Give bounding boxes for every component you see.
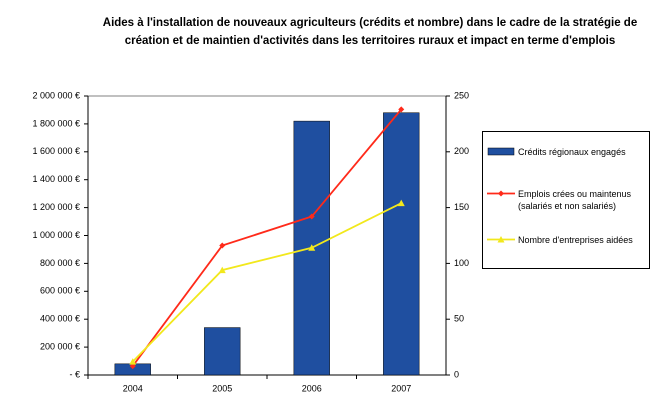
point: [398, 106, 405, 113]
y-tick-label: 1 400 000 €: [32, 174, 80, 184]
y2-tick-label: 250: [454, 90, 469, 100]
y-tick-label: 1 800 000 €: [32, 118, 80, 128]
legend-label: Crédits régionaux engagés: [518, 147, 626, 157]
legend-item: Crédits régionaux engagés: [487, 146, 649, 158]
legend-swatch: [487, 236, 515, 243]
line: [132, 108, 402, 367]
y2-tick-label: 50: [454, 314, 464, 324]
y2-tick-label: 150: [454, 202, 469, 212]
y2-tick-label: 100: [454, 258, 469, 268]
point: [397, 199, 405, 207]
legend-swatch: [487, 190, 515, 197]
point: [219, 242, 226, 249]
legend-swatch: [487, 147, 515, 156]
y2-tick-label: 0: [454, 369, 459, 379]
bar: [204, 327, 241, 376]
legend-marker: [497, 236, 505, 243]
x-tick-label: 2004: [123, 383, 143, 393]
legend-marker: [498, 190, 504, 197]
legend-label: Emplois crées ou maintenus (salariés et …: [518, 189, 632, 211]
y-tick-label: 800 000 €: [40, 258, 80, 268]
y-tick-label: 1 200 000 €: [32, 202, 80, 212]
y-tick-label: 1 600 000 €: [32, 146, 80, 156]
x-tick-label: 2007: [391, 383, 411, 393]
x-tick-label: 2005: [212, 383, 232, 393]
y-tick-label: 1 000 000 €: [32, 230, 80, 240]
y2-tick-label: 200: [454, 146, 469, 156]
y-tick-label: 200 000 €: [40, 341, 80, 351]
legend: Crédits régionaux engagés Emplois crées o…: [482, 131, 650, 269]
y-tick-label: 600 000 €: [40, 286, 80, 296]
point: [129, 358, 137, 365]
legend-label: Nombre d'entreprises aidées: [518, 235, 633, 245]
y-tick-label: 400 000 €: [40, 314, 80, 324]
legend-item: Nombre d'entreprises aidées: [487, 234, 649, 246]
point: [308, 244, 316, 251]
y-tick-label: - €: [69, 369, 80, 379]
point: [308, 213, 315, 220]
x-tick-label: 2006: [302, 383, 322, 393]
legend-item: Emplois crées ou maintenus (salariés et …: [487, 188, 649, 212]
y-tick-label: 2 000 000 €: [32, 90, 80, 100]
point: [218, 266, 226, 274]
chart-title: Aides à l'installation de nouveaux agric…: [102, 17, 638, 47]
line: [132, 202, 402, 363]
legend-box: [487, 147, 515, 156]
bar: [383, 112, 420, 376]
